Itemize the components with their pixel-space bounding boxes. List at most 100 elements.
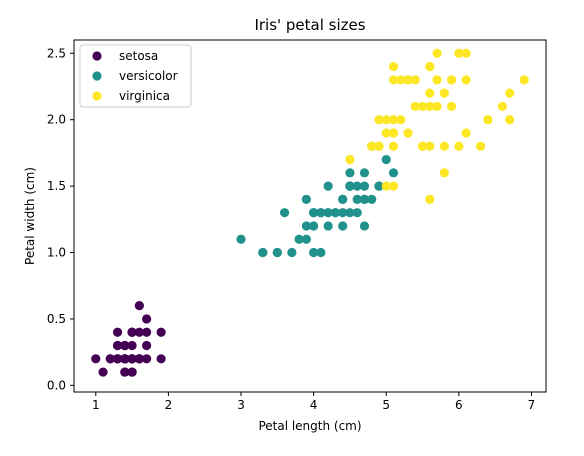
x-tick-label: 3 <box>237 398 245 412</box>
data-point-virginica <box>447 75 457 85</box>
data-point-setosa <box>142 354 152 364</box>
data-point-versicolor <box>301 194 311 204</box>
x-tick-label: 4 <box>310 398 318 412</box>
series-versicolor <box>236 141 399 258</box>
y-axis-label: Petal width (cm) <box>23 167 37 265</box>
data-point-setosa <box>134 301 144 311</box>
data-point-setosa <box>127 327 137 337</box>
data-point-virginica <box>454 141 464 151</box>
data-point-virginica <box>432 101 442 112</box>
data-point-virginica <box>425 61 435 72</box>
data-point-setosa <box>127 340 137 351</box>
data-point-versicolor <box>345 208 355 218</box>
data-point-versicolor <box>287 247 297 258</box>
data-point-virginica <box>403 128 413 138</box>
x-tick-label: 6 <box>455 398 463 412</box>
data-point-versicolor <box>330 208 341 218</box>
data-point-virginica <box>447 101 457 112</box>
data-point-virginica <box>432 75 442 85</box>
legend-box <box>79 44 192 108</box>
y-axis: 0.0 0.5 1.0 1.5 2.0 2.5 <box>47 46 74 392</box>
data-point-setosa <box>98 367 108 377</box>
plot-area <box>91 48 529 377</box>
data-point-virginica <box>439 168 449 178</box>
x-axis: 1 2 3 4 5 6 7 <box>92 392 535 412</box>
data-point-versicolor <box>367 194 377 204</box>
legend-marker-virginica <box>92 91 102 101</box>
data-point-setosa <box>134 327 144 337</box>
data-point-virginica <box>519 75 529 85</box>
data-point-virginica <box>439 141 449 151</box>
data-point-versicolor <box>309 221 319 231</box>
data-point-setosa <box>127 367 137 377</box>
data-point-versicolor <box>359 221 370 231</box>
x-tick-label: 2 <box>165 398 173 412</box>
data-point-virginica <box>374 115 384 125</box>
data-point-virginica <box>396 115 406 125</box>
data-point-virginica <box>483 115 493 125</box>
data-point-setosa <box>112 354 123 364</box>
data-point-versicolor <box>294 234 304 244</box>
data-point-versicolor <box>359 181 370 191</box>
x-tick-label: 1 <box>92 398 100 412</box>
data-point-setosa <box>120 340 130 351</box>
data-point-versicolor <box>338 208 348 218</box>
data-point-setosa <box>142 327 152 337</box>
data-point-virginica <box>425 88 435 98</box>
data-point-virginica <box>396 75 406 85</box>
data-point-virginica <box>381 128 391 138</box>
data-point-versicolor <box>345 168 355 178</box>
data-point-versicolor <box>323 208 333 218</box>
data-point-versicolor <box>359 168 370 178</box>
data-point-virginica <box>417 141 428 151</box>
data-point-virginica <box>381 115 391 125</box>
data-point-versicolor <box>301 234 311 244</box>
data-point-versicolor <box>359 194 370 204</box>
data-point-virginica <box>454 48 464 58</box>
data-point-setosa <box>142 314 152 324</box>
data-point-versicolor <box>316 208 326 218</box>
data-point-versicolor <box>309 247 319 258</box>
x-tick-label: 5 <box>382 398 390 412</box>
legend-label-virginica: virginica <box>119 89 170 103</box>
data-point-virginica <box>425 141 435 151</box>
y-tick-label: 1.5 <box>47 179 66 193</box>
data-point-versicolor <box>388 168 399 178</box>
legend-marker-versicolor <box>92 71 102 81</box>
data-point-versicolor <box>374 181 384 191</box>
data-point-versicolor <box>323 181 333 191</box>
data-point-virginica <box>410 75 420 85</box>
y-tick-label: 0.5 <box>47 312 66 326</box>
data-point-versicolor <box>258 247 268 258</box>
data-point-setosa <box>127 354 137 364</box>
data-point-virginica <box>381 181 391 191</box>
data-point-virginica <box>388 75 399 85</box>
data-point-versicolor <box>272 247 282 258</box>
data-point-virginica <box>425 194 435 204</box>
data-point-setosa <box>91 354 101 364</box>
data-point-versicolor <box>338 194 348 204</box>
data-point-virginica <box>417 101 428 112</box>
data-point-setosa <box>156 354 166 364</box>
chart-title: Iris' petal sizes <box>254 16 365 34</box>
legend-label-setosa: setosa <box>119 49 158 63</box>
data-point-versicolor <box>236 234 246 244</box>
data-point-setosa <box>142 340 152 351</box>
data-point-setosa <box>112 340 123 351</box>
data-point-versicolor <box>345 181 355 191</box>
y-tick-label: 2.0 <box>47 113 66 127</box>
data-point-virginica <box>345 154 355 165</box>
y-tick-label: 2.5 <box>47 46 66 60</box>
data-point-virginica <box>432 48 442 58</box>
legend-label-versicolor: versicolor <box>119 69 178 83</box>
data-point-virginica <box>461 128 471 138</box>
data-point-virginica <box>505 88 515 98</box>
legend: setosa versicolor virginica <box>79 44 192 108</box>
data-point-virginica <box>367 141 377 151</box>
data-point-virginica <box>497 101 508 112</box>
data-point-virginica <box>388 181 399 191</box>
data-point-virginica <box>410 101 420 112</box>
plot-frame <box>73 39 547 393</box>
data-point-virginica <box>505 115 515 125</box>
x-tick-label: 7 <box>528 398 536 412</box>
